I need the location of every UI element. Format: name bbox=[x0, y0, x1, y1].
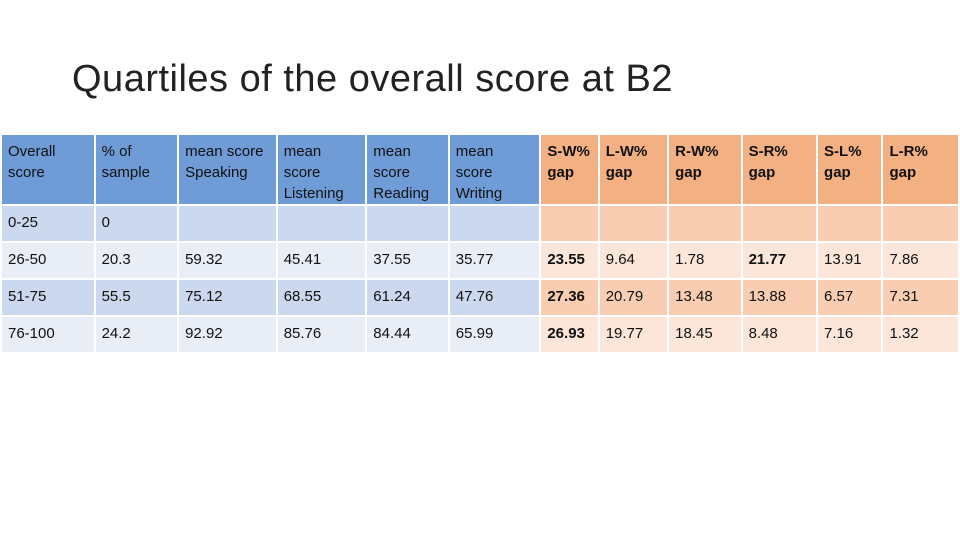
table-cell: 45.41 bbox=[277, 243, 366, 278]
table-cell: 0 bbox=[95, 206, 178, 241]
table-row: 51-75 55.5 75.12 68.55 61.24 47.76 27.36… bbox=[2, 280, 958, 315]
table-cell bbox=[742, 206, 817, 241]
table-cell: 35.77 bbox=[449, 243, 540, 278]
header-s-r-gap: S-R% gap bbox=[742, 135, 817, 204]
table-cell: 61.24 bbox=[367, 280, 448, 315]
slide-title: Quartiles of the overall score at B2 bbox=[72, 58, 673, 100]
header-mean-listening: mean score Listening bbox=[277, 135, 366, 204]
table-cell: 23.55 bbox=[541, 243, 598, 278]
table-cell: 65.99 bbox=[449, 317, 540, 352]
header-l-r-gap: L-R% gap bbox=[883, 135, 958, 204]
table-cell: 13.88 bbox=[742, 280, 817, 315]
table-cell: 9.64 bbox=[599, 243, 668, 278]
header-r-w-gap: R-W% gap bbox=[669, 135, 741, 204]
header-l-w-gap: L-W% gap bbox=[599, 135, 668, 204]
table-cell: 51-75 bbox=[2, 280, 94, 315]
header-s-w-gap: S-W% gap bbox=[541, 135, 598, 204]
table-row: 76-100 24.2 92.92 85.76 84.44 65.99 26.9… bbox=[2, 317, 958, 352]
table-cell bbox=[883, 206, 958, 241]
table-cell bbox=[179, 206, 276, 241]
table-cell: 0-25 bbox=[2, 206, 94, 241]
table-cell: 76-100 bbox=[2, 317, 94, 352]
table-cell: 1.78 bbox=[669, 243, 741, 278]
header-percent-sample: % of sample bbox=[95, 135, 178, 204]
table-cell: 1.32 bbox=[883, 317, 958, 352]
table-row: 0-25 0 bbox=[2, 206, 958, 241]
table-cell: 75.12 bbox=[179, 280, 276, 315]
table-cell: 27.36 bbox=[541, 280, 598, 315]
table-cell: 37.55 bbox=[367, 243, 448, 278]
table-cell bbox=[818, 206, 882, 241]
header-s-l-gap: S-L% gap bbox=[818, 135, 882, 204]
table-cell: 18.45 bbox=[669, 317, 741, 352]
table-cell: 19.77 bbox=[599, 317, 668, 352]
header-mean-reading: mean score Reading bbox=[367, 135, 448, 204]
table-cell: 13.48 bbox=[669, 280, 741, 315]
table-cell: 7.16 bbox=[818, 317, 882, 352]
table-cell: 20.79 bbox=[599, 280, 668, 315]
table-cell: 7.31 bbox=[883, 280, 958, 315]
table-cell: 6.57 bbox=[818, 280, 882, 315]
table-cell: 24.2 bbox=[95, 317, 178, 352]
table-cell: 85.76 bbox=[277, 317, 366, 352]
table-cell bbox=[541, 206, 598, 241]
table-cell: 21.77 bbox=[742, 243, 817, 278]
table-cell bbox=[449, 206, 540, 241]
table-header-row: Overall score % of sample mean score Spe… bbox=[2, 135, 958, 204]
table-cell bbox=[367, 206, 448, 241]
table-row: 26-50 20.3 59.32 45.41 37.55 35.77 23.55… bbox=[2, 243, 958, 278]
table-cell: 68.55 bbox=[277, 280, 366, 315]
header-mean-speaking: mean score Speaking bbox=[179, 135, 276, 204]
table-cell: 59.32 bbox=[179, 243, 276, 278]
quartiles-table: Overall score % of sample mean score Spe… bbox=[0, 133, 960, 354]
table-cell: 84.44 bbox=[367, 317, 448, 352]
table-cell: 26.93 bbox=[541, 317, 598, 352]
table-cell: 8.48 bbox=[742, 317, 817, 352]
table-cell bbox=[277, 206, 366, 241]
table-cell: 13.91 bbox=[818, 243, 882, 278]
table-cell bbox=[599, 206, 668, 241]
table-cell: 26-50 bbox=[2, 243, 94, 278]
header-mean-writing: mean score Writing bbox=[449, 135, 540, 204]
header-overall-score: Overall score bbox=[2, 135, 94, 204]
table-cell bbox=[669, 206, 741, 241]
table-cell: 55.5 bbox=[95, 280, 178, 315]
table-cell: 92.92 bbox=[179, 317, 276, 352]
table-cell: 47.76 bbox=[449, 280, 540, 315]
table-cell: 7.86 bbox=[883, 243, 958, 278]
table-cell: 20.3 bbox=[95, 243, 178, 278]
